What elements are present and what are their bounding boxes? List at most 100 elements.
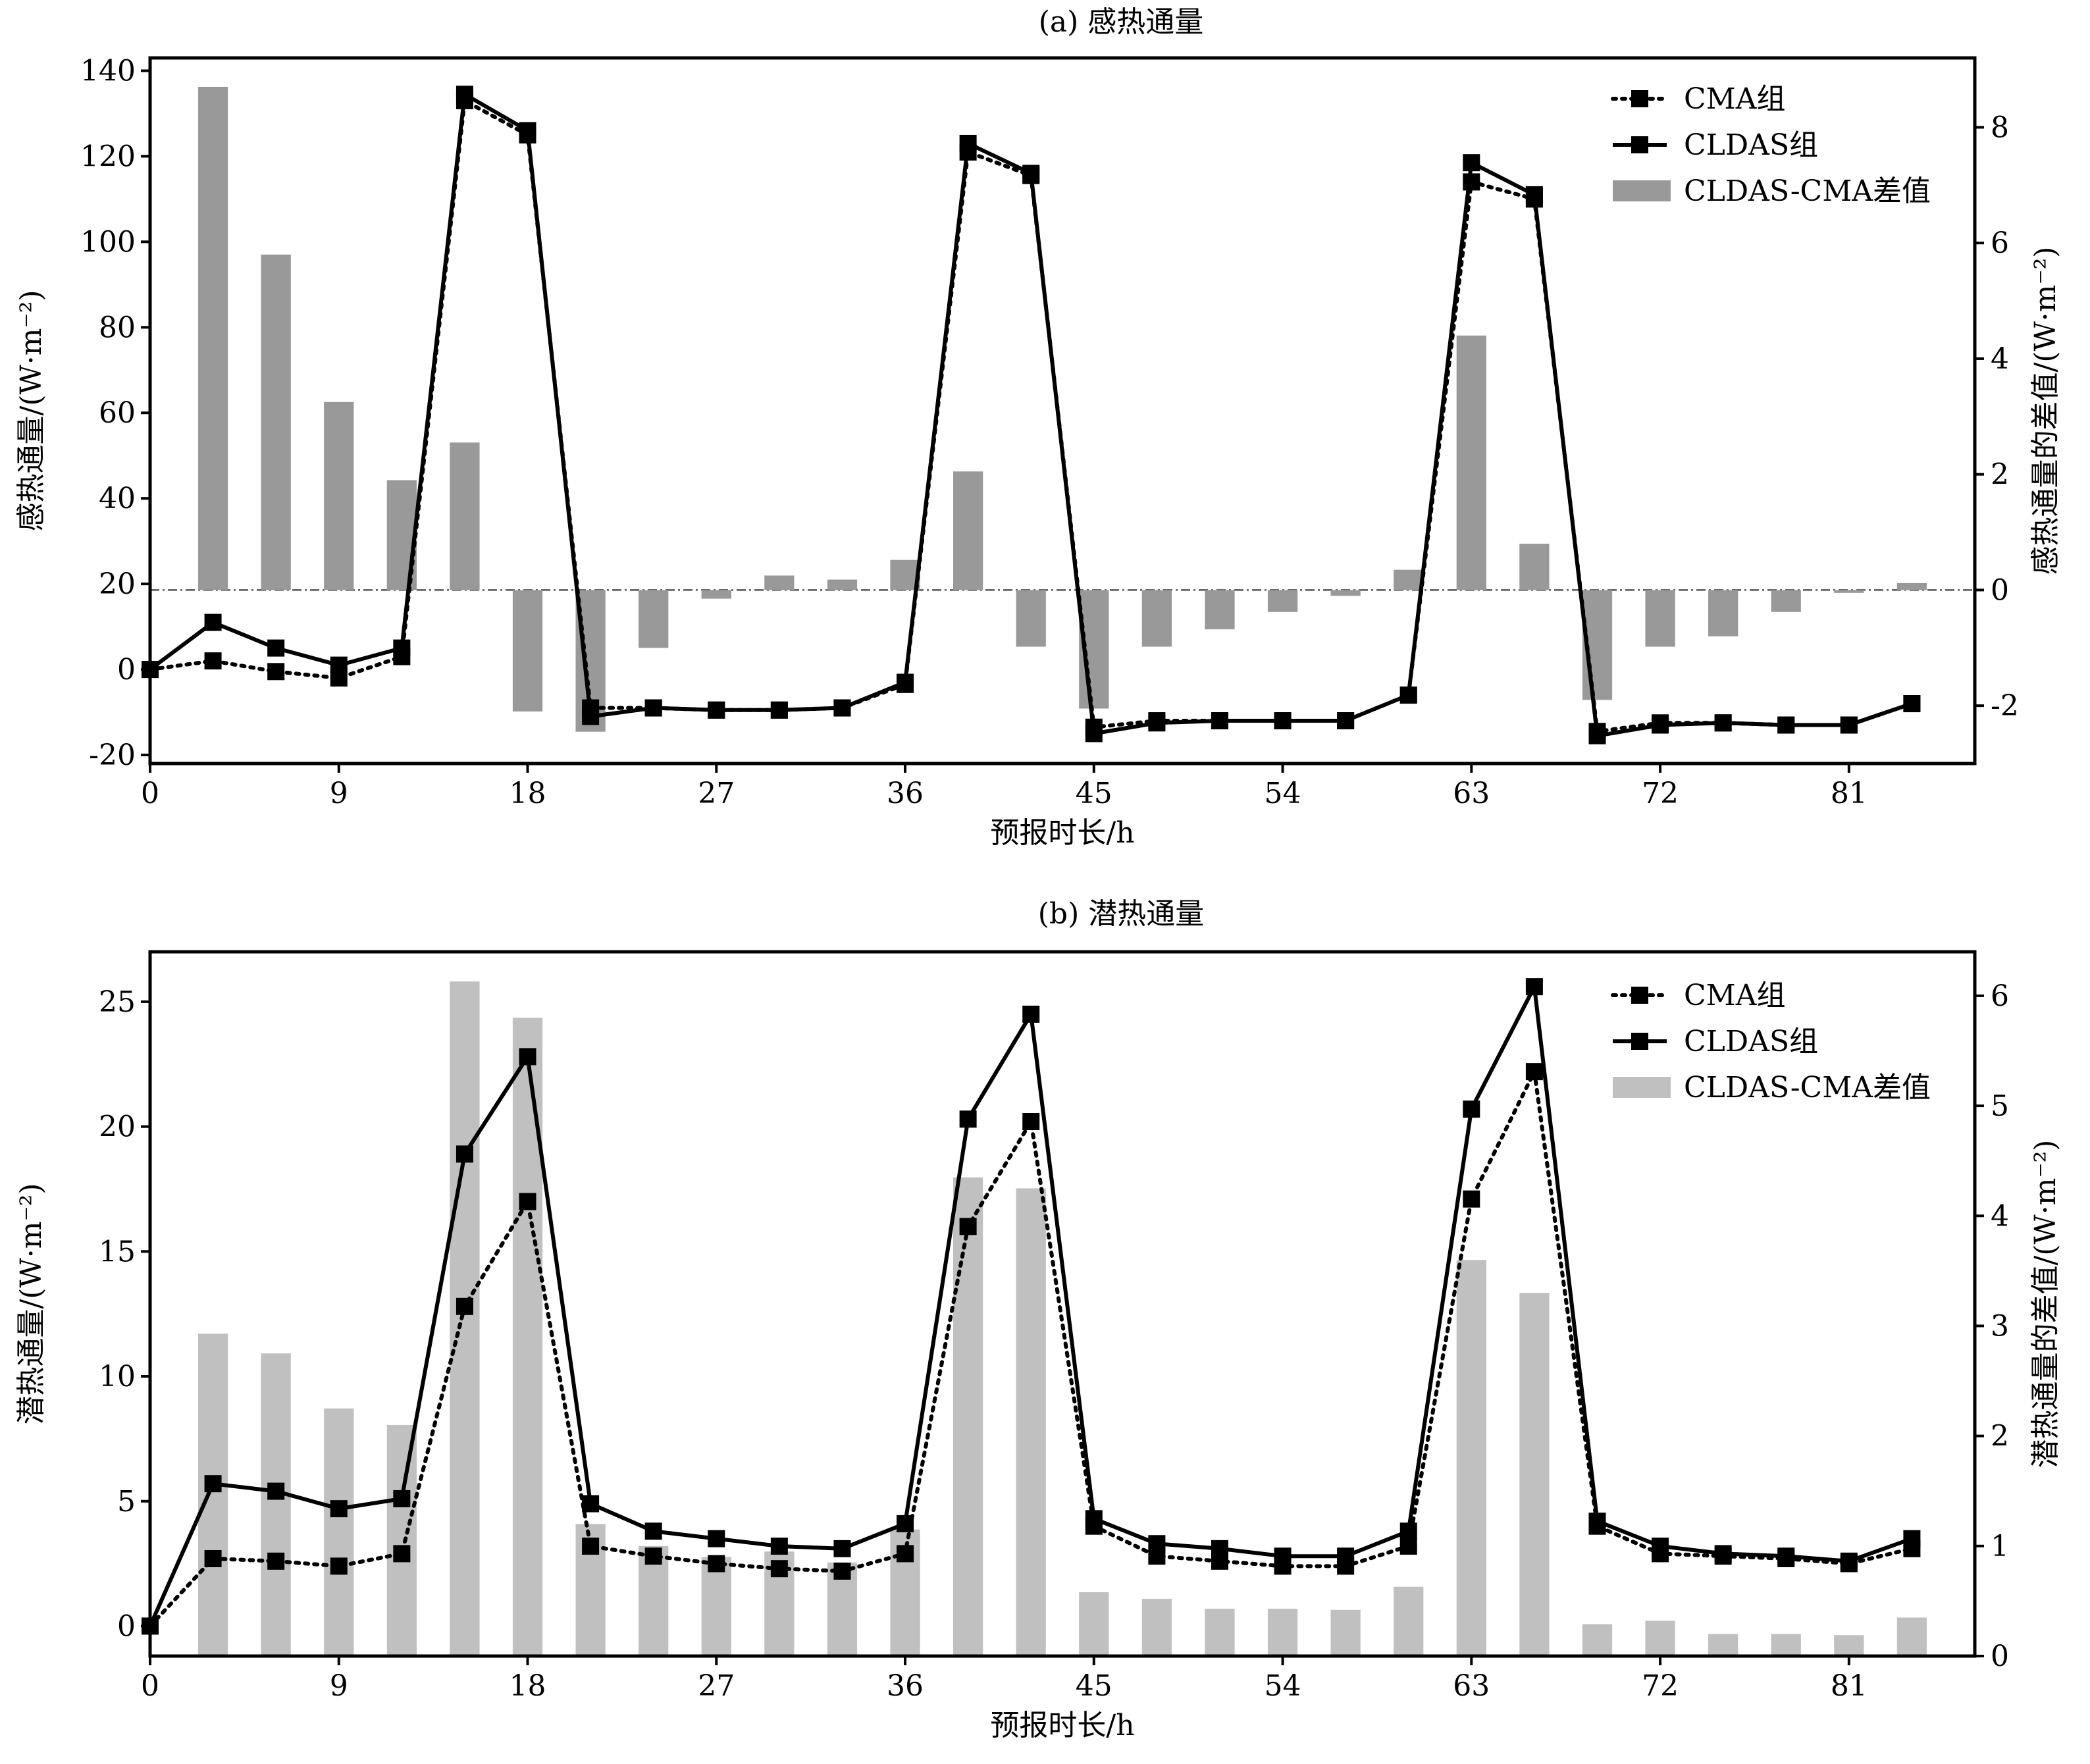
series-cma-marker [1399,1538,1417,1555]
series-cldas-marker [204,1475,222,1493]
series-cldas-marker [770,701,788,719]
legend-label-difference: CLDAS-CMA差值 [1684,1071,1931,1104]
series-cma-marker [708,1555,725,1572]
difference-bar [1519,1293,1550,1656]
lines-series [142,978,1921,1635]
series-cldas-marker [1274,712,1292,730]
difference-bar [1771,590,1801,612]
series-cldas-marker [1714,1545,1732,1563]
series-cldas-marker [644,1522,662,1540]
difference-bar [1519,544,1550,590]
series-cma-marker [582,1538,600,1555]
difference-bar [639,590,669,648]
y-axis-label-right: 感热通量的差值/(W·m⁻²) [2029,247,2062,575]
y-tick-label-left: 140 [80,54,136,88]
legend-label-cldas: CLDAS组 [1684,1025,1818,1058]
panel-sensible-heat-flux: (a) 感热通量 0 9 18 27 36 45 54 63 72 81-200204060801… [14,5,2062,850]
difference-bar [764,575,795,590]
series-cldas-marker [1903,695,1921,713]
legend-label-cldas: CLDAS组 [1684,128,1818,162]
y-tick-label-right: 0 [1991,573,2009,607]
difference-bar [450,981,480,1656]
series-cldas-marker [1274,1547,1292,1565]
legend-marker-cldas [1631,1033,1648,1050]
series-cma-marker [897,1545,914,1563]
series-cma-marker [770,1560,788,1578]
difference-bar [324,402,354,590]
y-tick-label-left: 100 [80,225,136,259]
series-cldas-marker [1525,978,1543,996]
legend: CMA组 CLDAS组 CLDAS-CMA差值 [1611,82,1931,208]
x-tick-label: 63 [1453,777,1490,810]
series-cldas-marker [330,1500,348,1518]
difference-bar [324,1408,354,1656]
legend-marker-cma [1631,90,1648,107]
y-tick-label-left: 10 [99,1360,136,1393]
series-cma-marker [204,652,222,670]
x-tick-label: 27 [698,777,735,810]
y-tick-label-left: 120 [80,140,136,173]
y-tick-label-left: 80 [99,311,136,344]
series-cldas-marker [204,613,222,631]
difference-bar [1771,1634,1801,1656]
difference-bar [1834,1635,1864,1656]
legend-swatch-difference [1613,180,1671,201]
difference-bar [1016,1188,1046,1656]
x-tick-label: 45 [1076,777,1112,810]
series-cldas-marker [1399,1522,1417,1540]
y-tick-label-right: 2 [1991,458,2009,492]
y-tick-label-left: 60 [99,396,136,430]
difference-bar [1141,1599,1172,1656]
y-tick-label-left: 0 [117,653,136,687]
difference-bar [386,1424,417,1656]
x-tick-label: 72 [1642,1669,1679,1703]
chart-title: (b) 潜热通量 [1038,897,1204,931]
y-tick-label-right: 4 [1991,342,2009,376]
series-cldas-marker [1022,1005,1040,1023]
series-cma-line [148,1070,1914,1628]
series-cldas-marker [582,708,600,725]
series-cldas-marker [1211,1540,1228,1557]
x-tick-label: 54 [1265,777,1301,810]
difference-bar [701,590,731,599]
difference-bar [512,590,543,712]
legend: CMA组 CLDAS组 CLDAS-CMA差值 [1611,979,1931,1104]
legend-label-cma: CMA组 [1684,979,1786,1012]
y-axis-label-left: 感热通量/(W·m⁻²) [14,290,48,532]
series-cma-marker [330,1557,348,1575]
difference-bar [1456,1260,1486,1656]
series-cldas-marker [1525,186,1543,203]
plot-frame [148,950,1977,1658]
series-cma-marker [519,1193,536,1210]
difference-bar [1896,583,1927,590]
difference-bar [1394,1586,1424,1656]
axes: 0 9 18 27 36 45 54 63 72 81-20020406080100120140-… [80,54,2019,810]
y-tick-label-left: 0 [117,1609,136,1643]
difference-bar [450,442,480,590]
series-cldas-marker [1714,714,1732,732]
series-cldas-marker [644,699,662,717]
series-cldas-marker [1085,1510,1103,1528]
series-cldas-marker [519,1048,536,1066]
series-cma-marker [267,663,285,681]
series-cma-marker [456,1297,473,1315]
series-cldas-marker [897,1515,914,1532]
series-cma-marker [644,1547,662,1565]
difference-bar [512,1018,543,1656]
x-tick-label: 0 [141,1669,159,1703]
series-cldas-marker [1337,712,1355,730]
series-cldas-marker [1903,1530,1921,1547]
x-tick-label: 72 [1642,777,1679,810]
legend-marker-cldas [1631,136,1648,153]
legend-item-difference: CLDAS-CMA差值 [1613,1071,1931,1104]
difference-bar [827,579,858,590]
difference-bar [1645,590,1675,647]
difference-bar [261,254,291,590]
difference-bar [1896,1617,1927,1656]
y-tick-label-left: 25 [99,985,136,1019]
series-cldas-marker [833,699,851,717]
difference-bar [1708,590,1738,636]
legend-marker-cma [1631,987,1648,1004]
difference-bar [197,86,228,590]
